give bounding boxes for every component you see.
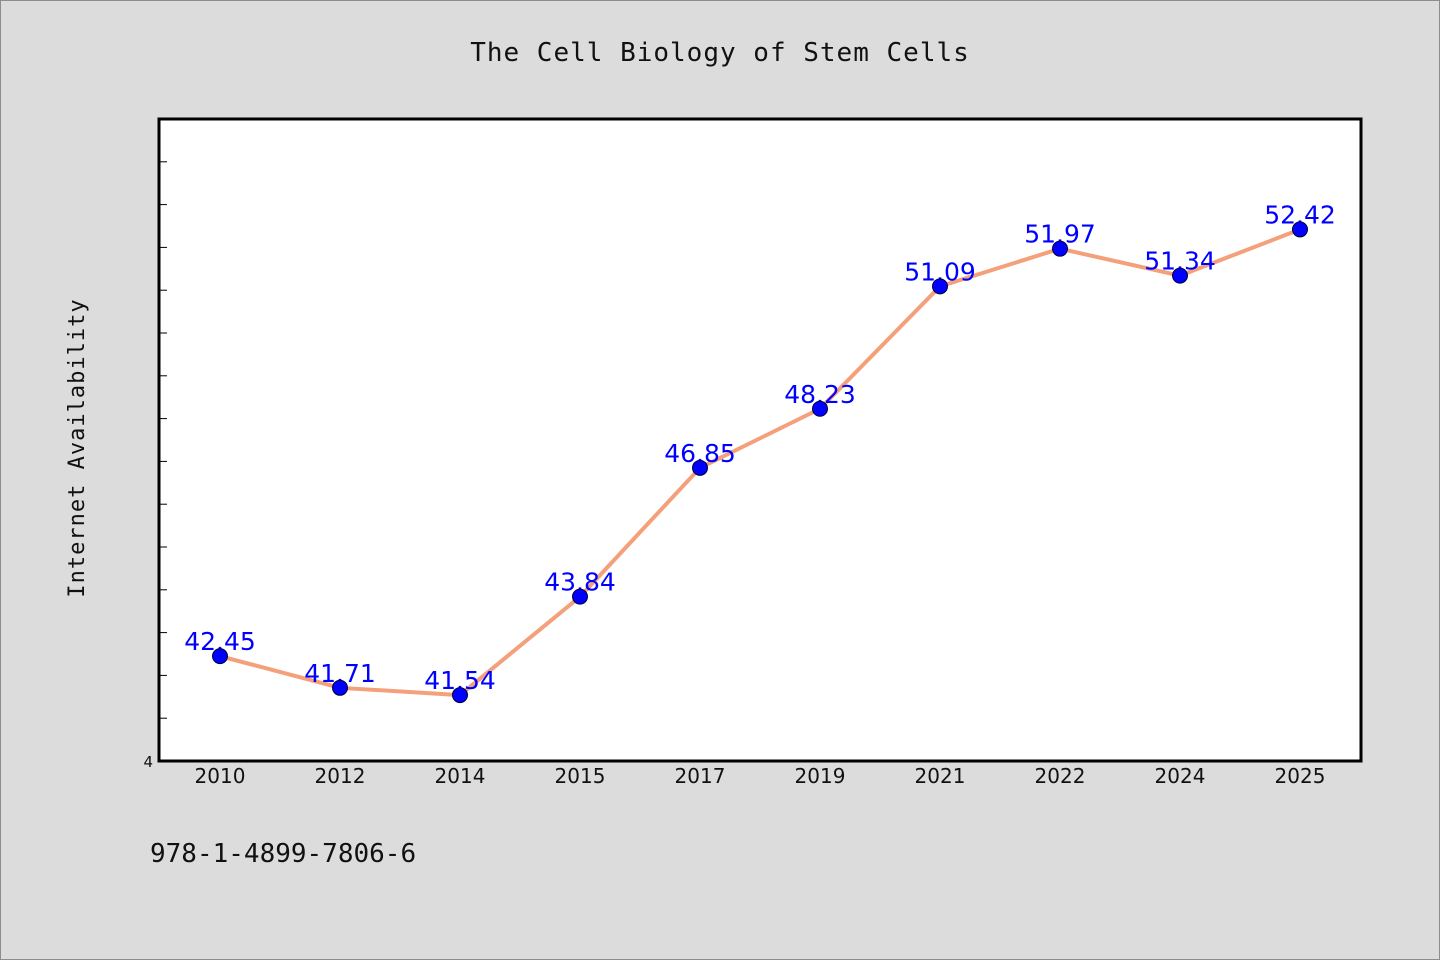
- x-tick-label: 2017: [675, 764, 726, 788]
- data-point: [812, 400, 828, 417]
- x-tick-label: 2024: [1155, 764, 1206, 788]
- x-tick-label: 2014: [435, 764, 486, 788]
- y-axis-label: Internet Availability: [65, 298, 90, 597]
- x-tick-label: 2010: [195, 764, 246, 788]
- isbn-footer: 978-1-4899-7806-6: [150, 839, 416, 869]
- data-point: [1292, 221, 1308, 238]
- data-point: [212, 648, 228, 665]
- data-point: [332, 679, 348, 696]
- x-tick-label: 2012: [315, 764, 366, 788]
- x-tick-label: 2022: [1035, 764, 1086, 788]
- x-tick-label: 2025: [1275, 764, 1326, 788]
- data-point: [452, 687, 468, 704]
- series-line: [218, 227, 1302, 698]
- x-tick-label: 2019: [795, 764, 846, 788]
- data-point: [572, 588, 588, 605]
- data-point: [1172, 267, 1188, 284]
- data-point: [932, 278, 948, 295]
- data-point: [692, 459, 708, 476]
- y-tick-label: 4: [143, 753, 153, 771]
- chart-title: The Cell Biology of Stem Cells: [470, 38, 970, 68]
- data-markers: [212, 221, 1308, 704]
- data-point: [1052, 240, 1068, 257]
- x-axis-tick-labels: 2010 2012 2014 2015 2017 2019 2021 2022 2024 2025: [195, 764, 1326, 788]
- x-tick-label: 2015: [555, 764, 606, 788]
- y-axis-ticks: [159, 161, 167, 719]
- x-tick-label: 2021: [915, 764, 966, 788]
